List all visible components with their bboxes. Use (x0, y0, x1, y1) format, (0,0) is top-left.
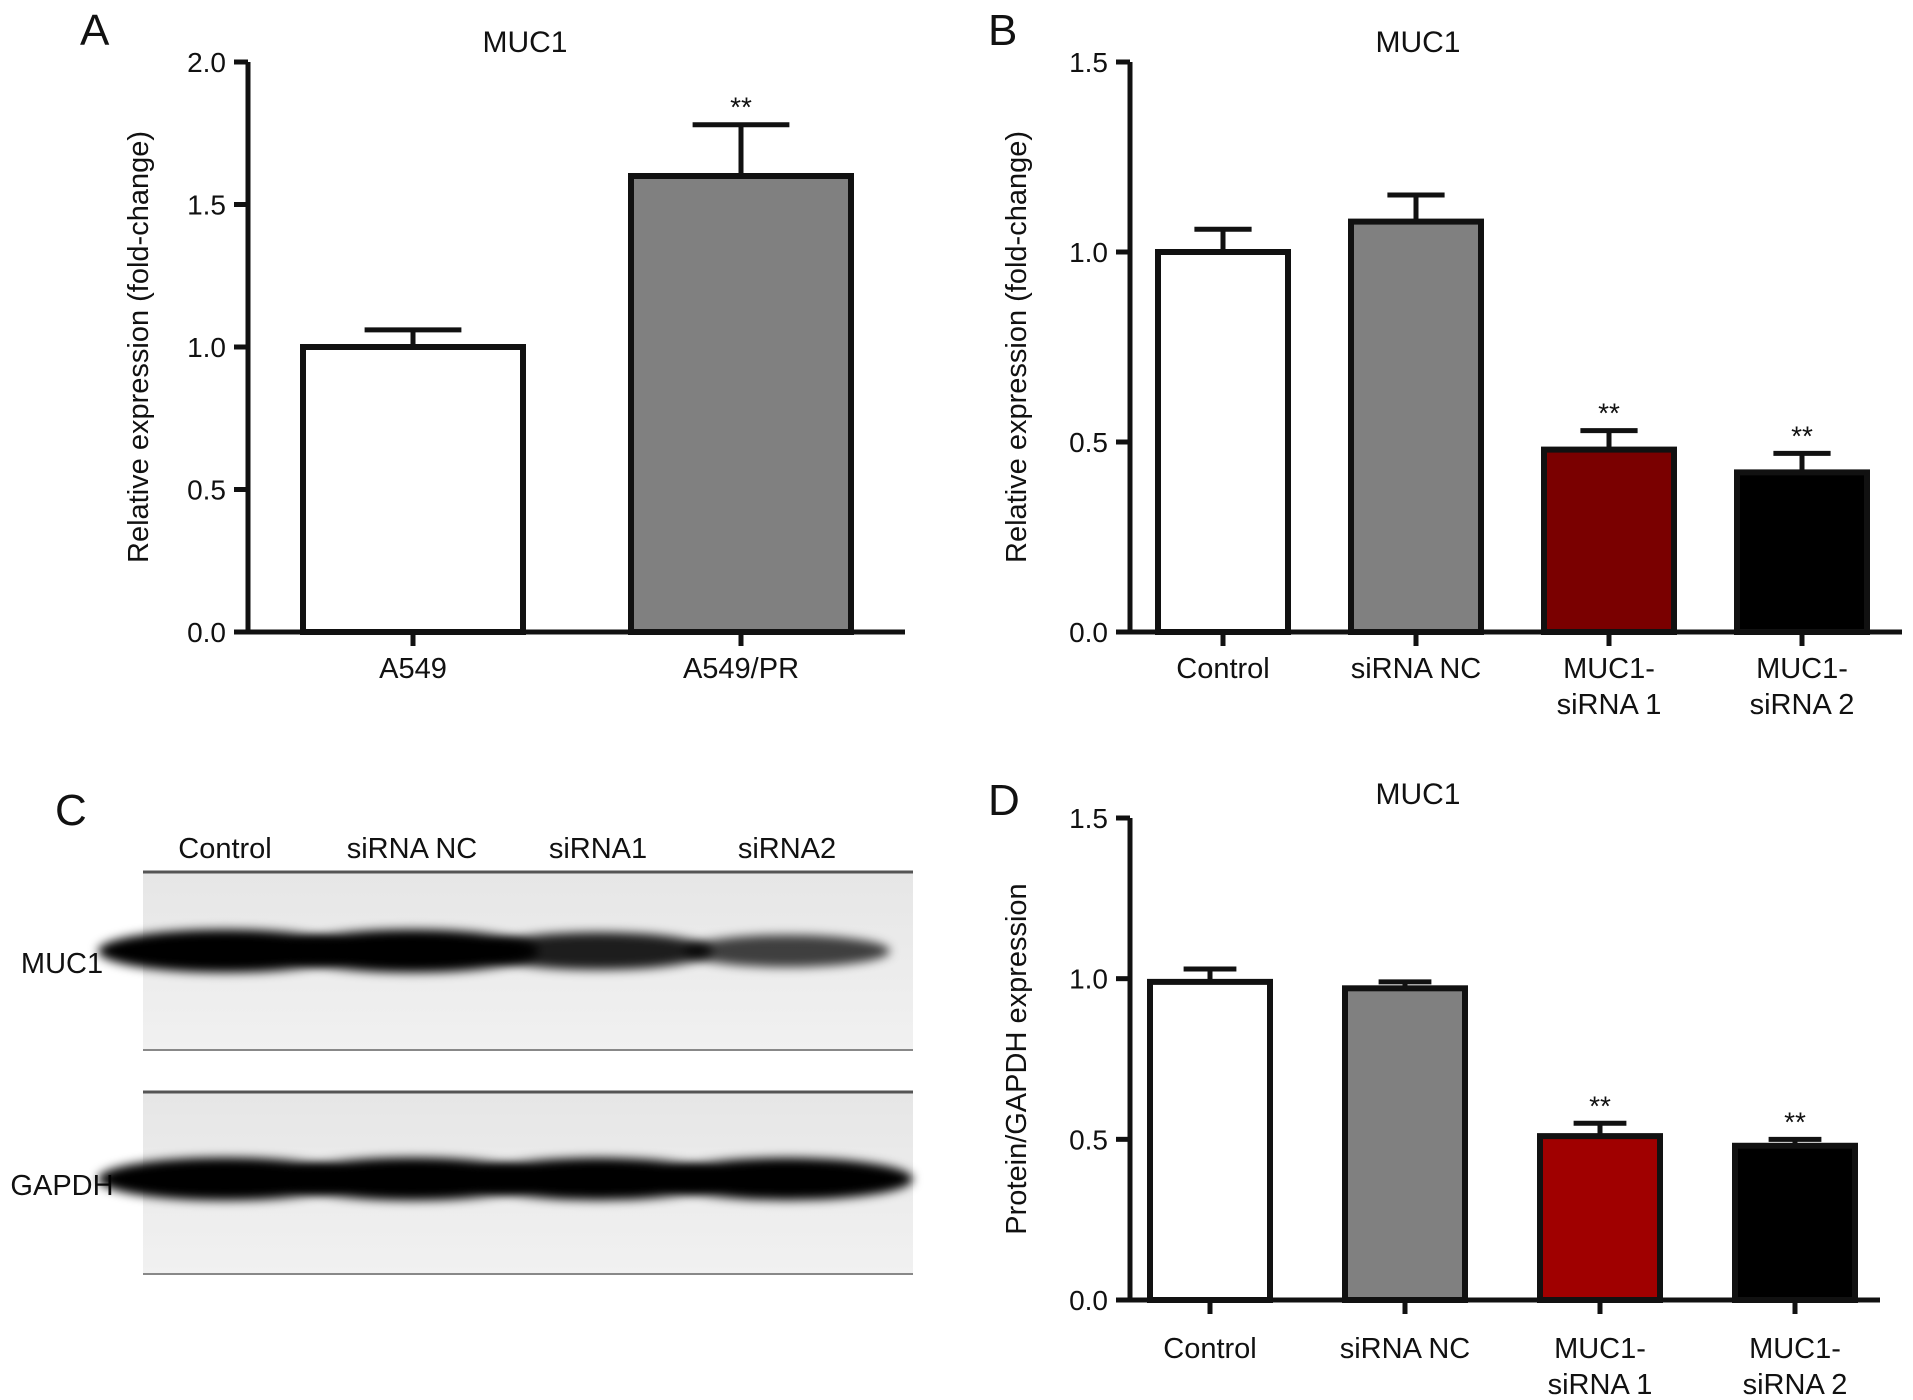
category-label: MUC1- (1554, 1333, 1646, 1365)
y-tick-label: 2.0 (187, 47, 226, 78)
bar (1348, 218, 1484, 635)
y-tick-label: 1.5 (1069, 47, 1108, 78)
blot-row-label: GAPDH (10, 1170, 113, 1202)
y-axis-label: Relative expression (fold-change) (123, 131, 155, 563)
blot-band (285, 929, 539, 973)
y-tick-label: 0.5 (187, 475, 226, 506)
category-label: siRNA 2 (1743, 1369, 1848, 1400)
y-tick-label: 0.5 (1069, 1124, 1108, 1155)
category-label: siRNA NC (1351, 653, 1482, 685)
chart-title: MUC1 (1375, 778, 1460, 811)
category-label: siRNA 1 (1557, 689, 1662, 721)
bar (300, 344, 526, 635)
panel-letter-b: B (988, 6, 1017, 55)
category-label: Control (1163, 1333, 1257, 1365)
y-axis-label: Protein/GAPDH expression (1001, 883, 1033, 1234)
category-label: MUC1- (1756, 653, 1848, 685)
panel-letter-c: C (55, 786, 87, 835)
significance-marker: ** (730, 92, 752, 123)
bar (1147, 978, 1273, 1303)
category-label: A549/PR (683, 653, 799, 685)
y-tick-label: 1.0 (1069, 237, 1108, 268)
category-label: A549 (379, 653, 447, 685)
category-label: MUC1- (1563, 653, 1655, 685)
lane-label: Control (178, 833, 272, 865)
significance-marker: ** (1589, 1090, 1611, 1121)
bar (1541, 446, 1677, 635)
category-label: siRNA 2 (1750, 689, 1855, 721)
bar (1537, 1133, 1663, 1303)
bar (1734, 469, 1870, 635)
significance-marker: ** (1784, 1106, 1806, 1137)
chart-a: MUC1 Relative expression (fold-change) 0.0… (123, 26, 905, 685)
y-tick-label: 1.0 (1069, 964, 1108, 995)
y-tick-label: 0.0 (187, 617, 226, 648)
panel-letter-a: A (80, 6, 110, 55)
chart-title: MUC1 (1375, 26, 1460, 59)
y-axis-label: Relative expression (fold-change) (1001, 131, 1033, 563)
category-label: MUC1- (1749, 1333, 1841, 1365)
category-label: siRNA 1 (1548, 1369, 1653, 1400)
blot-row-label: MUC1 (21, 948, 103, 980)
lane-label: siRNA NC (347, 833, 478, 865)
bar (1342, 985, 1468, 1303)
significance-marker: ** (1598, 398, 1620, 429)
bar (1155, 249, 1291, 635)
y-tick-label: 1.0 (187, 332, 226, 363)
y-tick-label: 0.0 (1069, 617, 1108, 648)
panel-letter-d: D (988, 776, 1020, 825)
blot-band (98, 929, 352, 973)
y-tick-label: 0.5 (1069, 427, 1108, 458)
category-label: Control (1176, 653, 1270, 685)
category-label: siRNA NC (1340, 1333, 1471, 1365)
y-tick-label: 1.5 (187, 190, 226, 221)
chart-title: MUC1 (482, 26, 567, 59)
blot-band (483, 932, 713, 970)
chart-d: MUC1 Protein/GAPDH expression 0.0 0.5 1.0 1.5… (1001, 778, 1880, 1400)
blot-band (285, 1157, 539, 1201)
chart-b: MUC1 Relative expression (fold-change) 0.0… (1001, 26, 1902, 721)
bar (1732, 1142, 1858, 1304)
y-tick-label: 0.0 (1069, 1285, 1108, 1316)
significance-marker: ** (1791, 420, 1813, 451)
bar (628, 173, 854, 635)
lane-label: siRNA1 (549, 833, 647, 865)
blot-band (661, 1157, 913, 1201)
western-blot: Control siRNA NC siRNA1 siRNA2 MUC1 GAPDH (10, 833, 913, 1275)
y-tick-label: 1.5 (1069, 803, 1108, 834)
blot-band (684, 934, 890, 968)
lane-label: siRNA2 (738, 833, 836, 865)
blot-band (98, 1157, 352, 1201)
blot-band (472, 1157, 724, 1201)
